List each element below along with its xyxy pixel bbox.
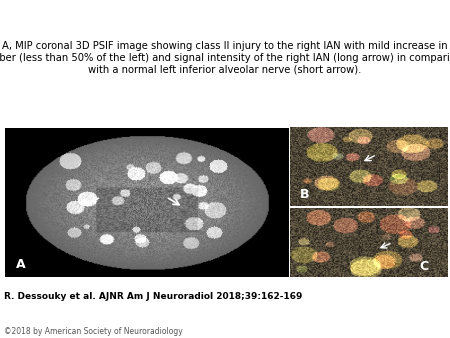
Text: AMERICAN JOURNAL OF NEURORADIOLOGY: AMERICAN JOURNAL OF NEURORADIOLOGY xyxy=(284,323,432,329)
Text: AINR: AINR xyxy=(324,292,392,316)
Text: R. Dessouky et al. AJNR Am J Neuroradiol 2018;39:162-169: R. Dessouky et al. AJNR Am J Neuroradiol… xyxy=(4,292,303,301)
Text: ©2018 by American Society of Neuroradiology: ©2018 by American Society of Neuroradiol… xyxy=(4,327,183,336)
Text: A: A xyxy=(16,258,26,271)
Text: C: C xyxy=(419,260,428,273)
Text: B: B xyxy=(300,188,309,201)
Text: A, MIP coronal 3D PSIF image showing class II injury to the right IAN with mild : A, MIP coronal 3D PSIF image showing cla… xyxy=(0,41,450,74)
